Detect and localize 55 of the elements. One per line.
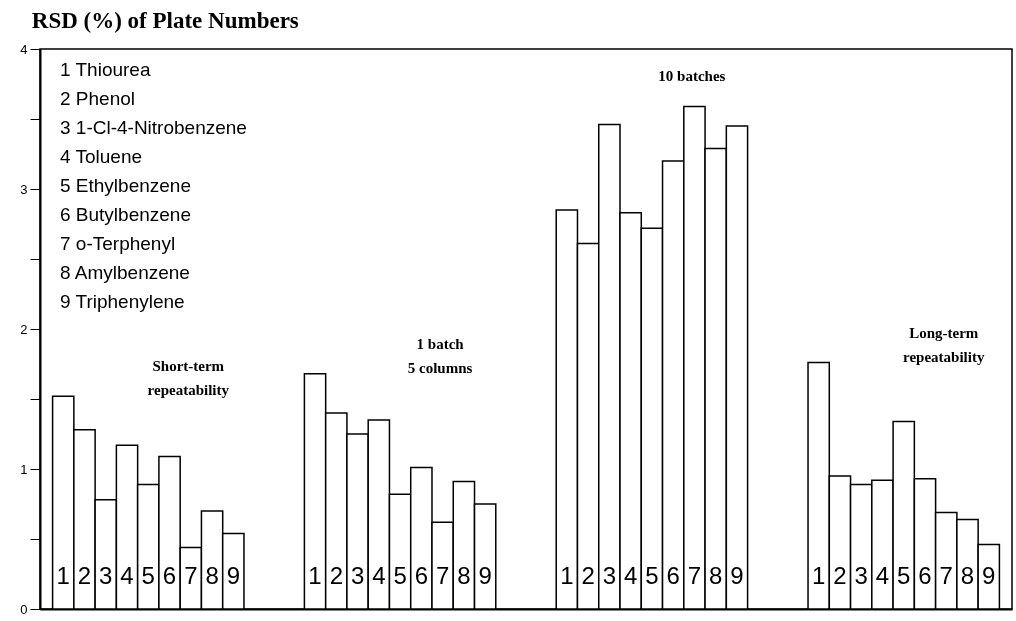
- text: 7: [687, 562, 702, 589]
- text: 8: [960, 562, 975, 589]
- text: 3: [350, 562, 365, 589]
- text: 6: [918, 562, 932, 589]
- text: 2: [833, 562, 847, 589]
- text: 3: [602, 562, 617, 589]
- annotation: 7 o-Terphenyl: [60, 233, 176, 254]
- x-tick-label: Short-term repeatability: [147, 358, 230, 399]
- text: 5: [897, 562, 911, 589]
- annotation: 9 Triphenylene: [60, 291, 185, 312]
- series-label: 3: [99, 562, 113, 589]
- series-label: 4: [623, 562, 638, 589]
- text: 4: [120, 562, 134, 589]
- series-label: 8: [709, 562, 723, 589]
- series-label: 5: [645, 562, 659, 589]
- text: 4: [875, 562, 890, 589]
- text: 1: [56, 562, 70, 589]
- text: 9: [226, 562, 241, 589]
- annotation: 2 Phenol: [60, 88, 136, 109]
- text: 7: [939, 562, 953, 589]
- annotation: 3 1-Cl-4-Nitrobenzene: [60, 117, 247, 138]
- series-label: 9: [730, 562, 744, 589]
- y-tick-label: 3: [20, 181, 28, 197]
- text: 6: [162, 562, 177, 589]
- series-label: 2: [581, 562, 595, 589]
- text: 5: [141, 562, 155, 589]
- text: 5: [393, 562, 407, 589]
- text: 1: [811, 562, 826, 589]
- text: 1: [308, 562, 322, 589]
- text: 7: [435, 562, 450, 589]
- annotation: 5 Ethylbenzene: [60, 175, 191, 196]
- text: 9: [478, 562, 492, 589]
- text: 6: [414, 562, 429, 589]
- chart-title: RSD (%) of Plate Numbers: [31, 8, 299, 33]
- annotation: 1 Thiourea: [60, 59, 151, 80]
- x-tick-label: 1 batch 5 columns: [407, 335, 473, 376]
- text: 4: [372, 562, 386, 589]
- annotation: 8 Amylbenzene: [60, 262, 190, 283]
- y-tick-label: 1: [20, 461, 28, 477]
- text: 2: [329, 562, 343, 589]
- series-label: 6: [666, 562, 680, 589]
- annotation: 6 Butylbenzene: [60, 204, 191, 225]
- text: 2: [77, 562, 92, 589]
- text: 8: [205, 562, 219, 589]
- y-tick-label: 0: [20, 601, 28, 617]
- text: 8: [457, 562, 471, 589]
- x-tick-label: 10 batches: [658, 68, 726, 85]
- series-label: 1: [560, 562, 574, 589]
- text: 9: [982, 562, 996, 589]
- series-label: 7: [184, 562, 198, 589]
- y-tick-label: 4: [20, 41, 28, 57]
- annotation: 4 Toluene: [60, 146, 143, 167]
- y-tick-label: 2: [20, 321, 28, 337]
- x-tick-label: Long-term repeatability: [903, 324, 985, 365]
- text: 3: [854, 562, 868, 589]
